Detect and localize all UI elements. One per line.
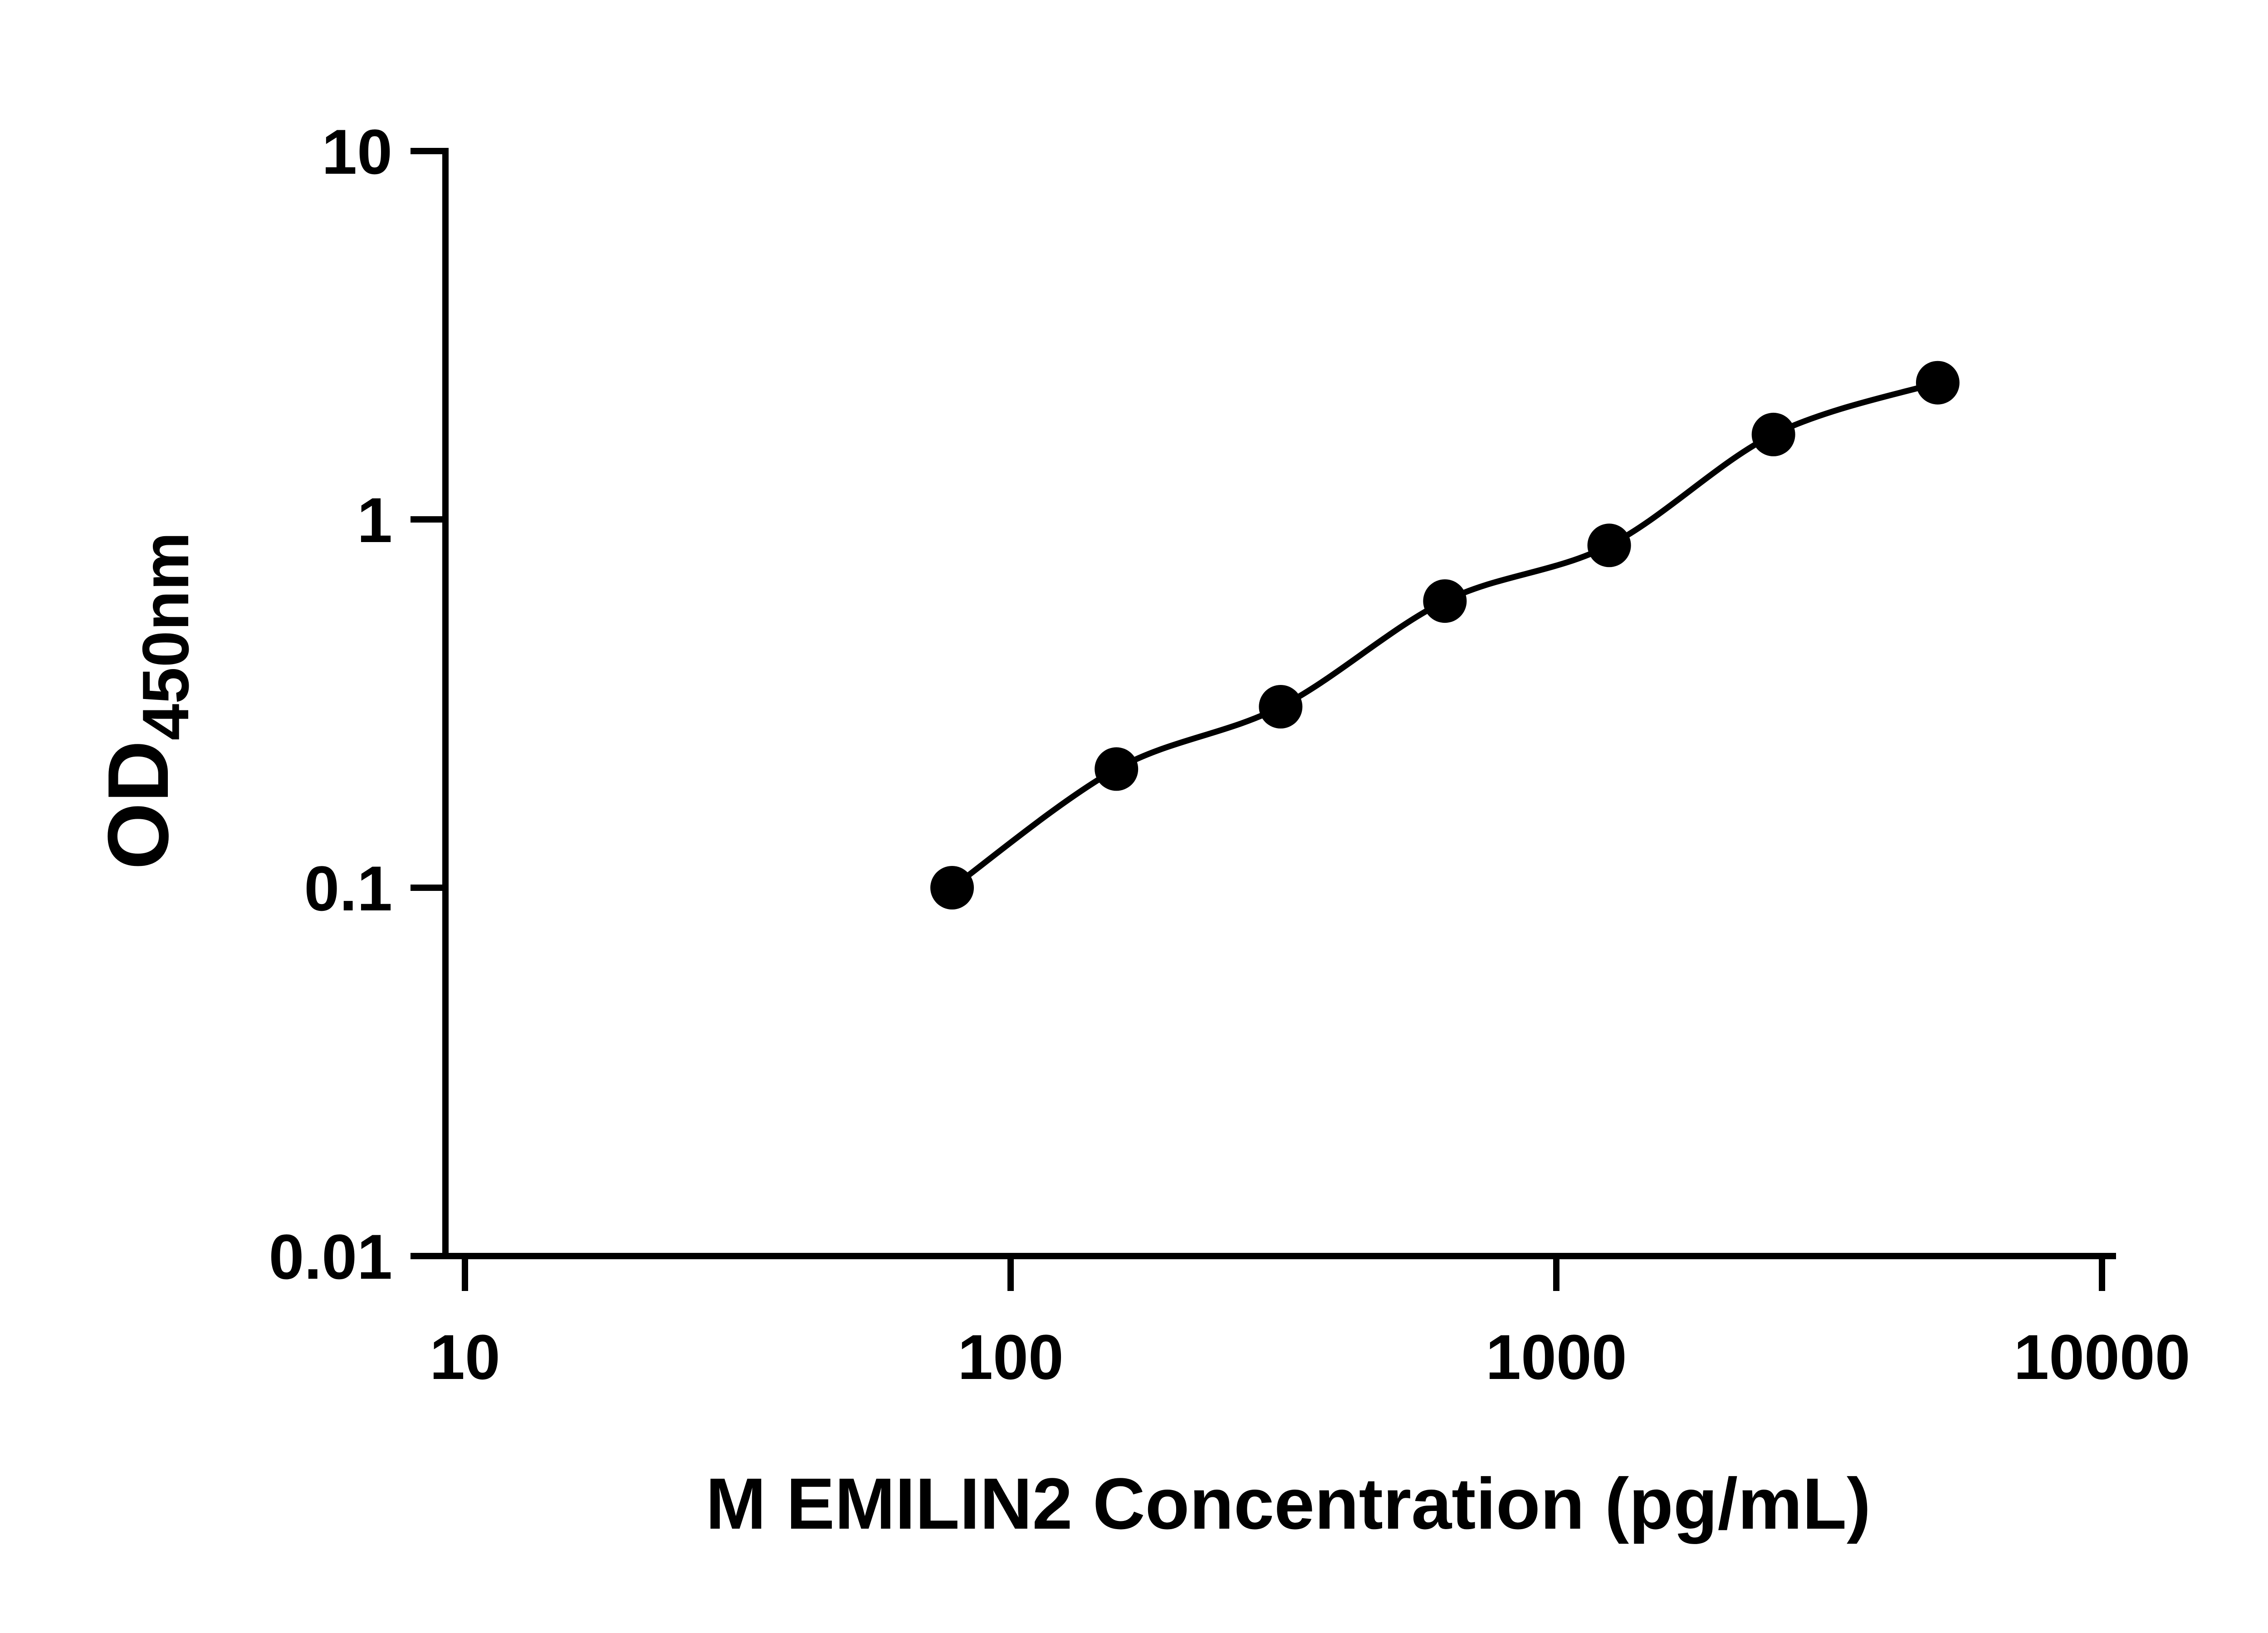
y-tick-label: 10	[322, 116, 392, 187]
data-point	[930, 866, 974, 909]
y-axis-title: OD450nm	[90, 532, 202, 870]
axes-layer: 10 1 0.1 0.01 10 100 1000 10000	[269, 116, 2190, 1393]
data-point	[1587, 523, 1631, 567]
x-axis-title: M EMILIN2 Concentration (pg/mL)	[706, 1463, 1871, 1544]
y-tick-label: 0.01	[269, 1221, 392, 1292]
y-tick-label: 0.1	[304, 853, 392, 924]
plot-layer	[930, 361, 1960, 909]
data-point	[1423, 579, 1467, 623]
fit-curve	[949, 380, 1941, 891]
y-axis-title-subscript: 450nm	[129, 532, 202, 740]
data-point	[1751, 412, 1795, 456]
data-point	[1259, 685, 1303, 728]
y-axis-title-main: OD	[90, 740, 186, 870]
y-tick-label: 1	[357, 484, 392, 556]
x-tick-label: 1000	[1486, 1321, 1627, 1393]
x-tick-label: 10	[430, 1321, 500, 1393]
data-point	[1916, 361, 1960, 405]
x-tick-label: 100	[958, 1321, 1064, 1393]
x-tick-label: 10000	[2014, 1321, 2190, 1393]
data-point	[1095, 747, 1139, 791]
